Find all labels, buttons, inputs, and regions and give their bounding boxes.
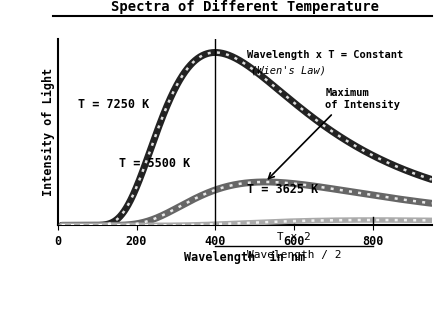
Text: (Wien's Law): (Wien's Law): [251, 65, 326, 75]
Text: Spectra of Different Temperature: Spectra of Different Temperature: [111, 0, 379, 14]
Text: T = 3625 K: T = 3625 K: [247, 183, 318, 195]
Y-axis label: Intensity of Light: Intensity of Light: [42, 68, 55, 196]
Text: T = 5500 K: T = 5500 K: [119, 156, 190, 170]
Text: Wavelength x T = Constant: Wavelength x T = Constant: [247, 50, 403, 60]
X-axis label: Wavelength  in nm: Wavelength in nm: [184, 251, 305, 264]
Text: Maximum
of Intensity: Maximum of Intensity: [325, 88, 400, 110]
Text: T x 2: T x 2: [277, 232, 311, 242]
Text: Wavelength / 2: Wavelength / 2: [247, 251, 341, 260]
Text: T = 7250 K: T = 7250 K: [77, 98, 149, 111]
